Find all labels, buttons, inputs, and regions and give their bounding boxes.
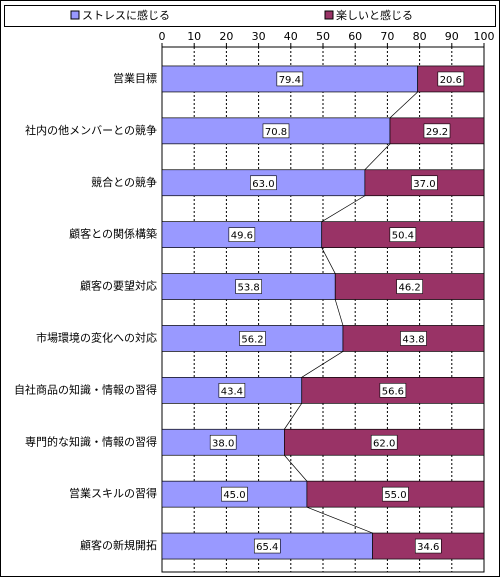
series-line xyxy=(301,351,344,378)
data-label-box xyxy=(228,227,256,242)
data-label: 20.6 xyxy=(440,75,462,86)
series-line xyxy=(334,299,344,326)
data-label: 45.0 xyxy=(223,490,245,501)
data-label: 49.6 xyxy=(231,231,253,242)
legend-label: 楽しいと感じる xyxy=(336,9,413,22)
data-label-box xyxy=(250,175,277,191)
data-label: 79.4 xyxy=(279,75,301,86)
series-line xyxy=(321,195,366,222)
x-tick-label: 70 xyxy=(380,30,394,43)
x-tick-label: 20 xyxy=(219,30,233,43)
data-label-box xyxy=(423,123,451,139)
data-label-box xyxy=(218,383,246,398)
data-label: 43.8 xyxy=(402,334,424,345)
x-tick-label: 60 xyxy=(348,30,362,43)
y-tick-label: 専門的な知識・情報の習得 xyxy=(25,434,157,448)
x-tick-label: 80 xyxy=(413,30,427,43)
data-label-box xyxy=(379,383,407,398)
y-tick-label: 顧客の新規開拓 xyxy=(80,538,157,552)
data-label: 38.0 xyxy=(212,438,234,449)
data-label-box xyxy=(382,486,409,502)
data-label: 55.0 xyxy=(384,490,406,501)
data-label-box xyxy=(389,227,417,242)
series-line xyxy=(306,506,373,534)
legend-box xyxy=(4,5,496,27)
data-label-box xyxy=(414,538,442,554)
y-tick-label: 社内の他メンバーとの競争 xyxy=(25,123,157,137)
data-label: 34.6 xyxy=(417,542,439,553)
series-line xyxy=(284,455,308,482)
data-label: 63.0 xyxy=(252,179,274,190)
data-label-box xyxy=(239,331,266,346)
y-tick-label: 競合との競争 xyxy=(91,175,157,189)
legend-marker xyxy=(324,10,334,20)
data-label: 50.4 xyxy=(392,231,414,242)
data-label-box xyxy=(411,175,438,191)
data-label: 65.4 xyxy=(256,542,278,553)
y-tick-label: 市場環境の変化への対応 xyxy=(36,330,157,344)
data-label: 46.2 xyxy=(398,283,420,294)
legend-label: ストレスに感じる xyxy=(82,9,170,22)
data-label: 62.0 xyxy=(373,438,395,449)
x-tick-label: 10 xyxy=(187,30,201,43)
data-label: 53.8 xyxy=(237,283,259,294)
data-label-box xyxy=(221,486,248,502)
x-tick-label: 100 xyxy=(474,30,495,43)
data-label: 56.6 xyxy=(382,386,404,397)
data-label: 43.4 xyxy=(221,386,243,397)
data-label: 37.0 xyxy=(413,179,435,190)
data-label-box xyxy=(262,123,290,139)
x-tick-label: 90 xyxy=(445,30,459,43)
data-label-box xyxy=(437,71,465,87)
series-line xyxy=(284,403,303,430)
series-line xyxy=(364,143,391,170)
data-label-box xyxy=(400,331,427,346)
data-label-box xyxy=(276,71,304,87)
data-label-box xyxy=(209,434,237,450)
y-tick-label: 営業目標 xyxy=(113,71,157,85)
data-label-box xyxy=(370,434,398,450)
data-label: 29.2 xyxy=(426,127,448,138)
x-tick-label: 40 xyxy=(284,30,298,43)
legend-marker xyxy=(70,10,80,20)
y-tick-label: 顧客との関係構築 xyxy=(69,227,157,241)
x-tick-label: 0 xyxy=(159,30,166,43)
x-tick-label: 50 xyxy=(316,30,330,43)
data-label-box xyxy=(235,279,262,294)
series-line xyxy=(389,91,418,119)
y-tick-label: 自社商品の知識・情報の習得 xyxy=(14,382,157,396)
data-label-box xyxy=(396,279,423,294)
x-tick-label: 30 xyxy=(252,30,266,43)
y-tick-label: 営業スキルの習得 xyxy=(69,486,157,500)
data-label: 70.8 xyxy=(265,127,287,138)
data-label: 56.2 xyxy=(241,334,263,345)
series-line xyxy=(321,247,336,274)
data-label-box xyxy=(253,538,281,554)
y-tick-label: 顧客の要望対応 xyxy=(80,279,157,293)
